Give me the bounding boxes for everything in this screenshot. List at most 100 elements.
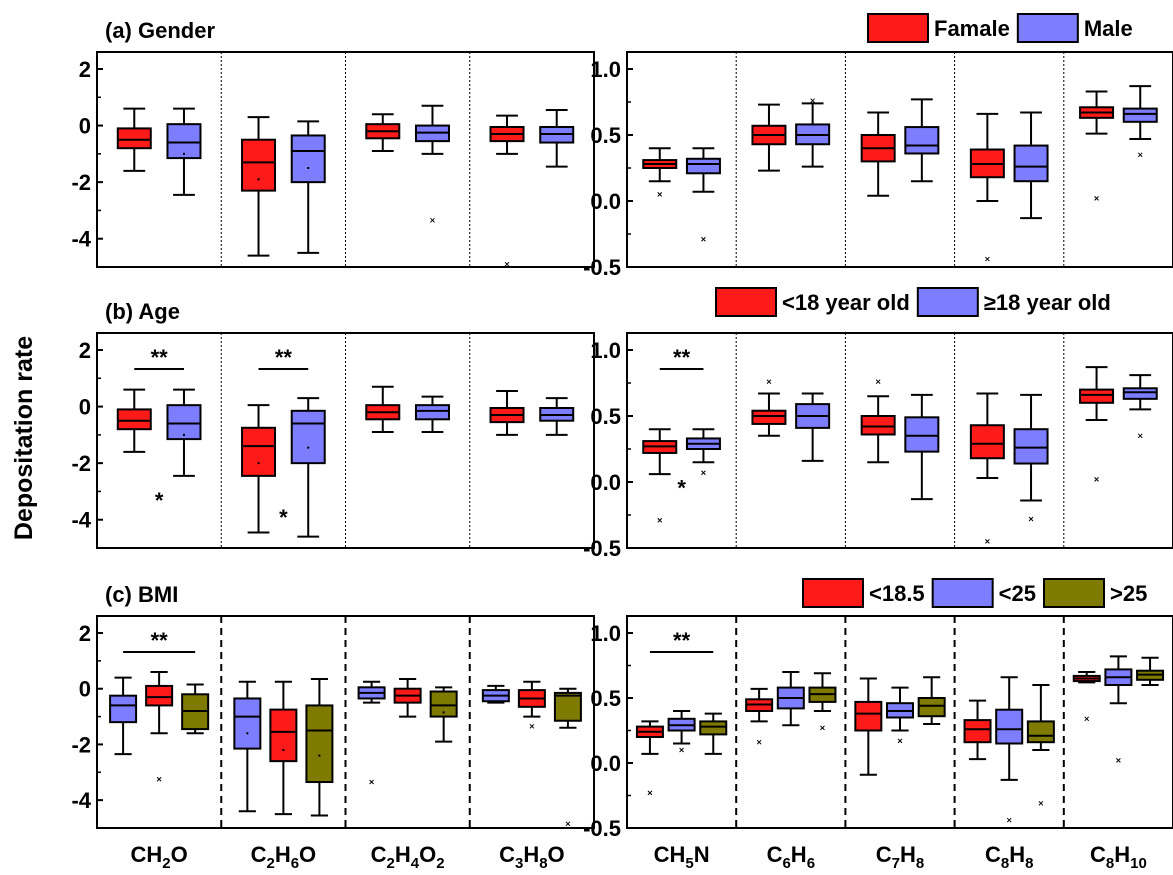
y-tick-label: 0.5 [590, 404, 621, 429]
box-iqr [241, 138, 277, 192]
outlier-mark [1038, 800, 1044, 806]
panel-title: (c) BMI [105, 582, 178, 607]
legend-swatch [715, 287, 777, 317]
y-tick-label: 1.0 [590, 338, 621, 363]
y-tick-label: -4 [71, 788, 91, 813]
box-iqr [166, 123, 202, 160]
significance-label: ** [151, 345, 169, 370]
box-iqr [1013, 144, 1049, 183]
box-iqr [685, 157, 721, 175]
panel-4: 2 0 -2 -4 (c) BMI ** [71, 582, 595, 829]
category-label: C7​H8​ [876, 842, 924, 872]
box-iqr [241, 426, 277, 477]
y-tick-label: 2 [79, 338, 91, 363]
outlier-mark [369, 779, 374, 785]
legend-label: Male [1084, 16, 1133, 41]
y-tick-label: -0.5 [583, 536, 621, 561]
y-tick-label: 0.0 [590, 470, 621, 495]
legend-label: ≥18 year old [984, 290, 1111, 315]
y-tick-label: -4 [71, 227, 91, 252]
significance-star: * [155, 488, 164, 513]
significance-label: ** [275, 345, 293, 370]
box-iqr [290, 134, 326, 184]
outlier-mark [985, 539, 990, 544]
box-mean [307, 446, 310, 449]
box-iqr [699, 720, 728, 736]
legend-label: >25 [1110, 581, 1147, 606]
box-iqr [269, 708, 298, 763]
y-tick-label: 1.0 [590, 57, 621, 82]
box-iqr [414, 404, 450, 421]
y-tick-label: 1.0 [590, 621, 621, 646]
y-tick-label: 0.5 [590, 686, 621, 711]
y-tick-label: -0.5 [583, 816, 621, 841]
outlier-mark [679, 747, 684, 753]
y-tick-label: 0.0 [590, 189, 621, 214]
panel-3: 1.00.50.0-0.5***<18 year old ≥18 year old [583, 287, 1173, 561]
plot-frame [626, 51, 1173, 268]
box-iqr [145, 684, 174, 707]
legend-swatch [1043, 578, 1105, 608]
box-mean [442, 711, 445, 714]
box-iqr [917, 697, 946, 718]
y-tick-label: 0.0 [590, 751, 621, 776]
category-label: C6​H6​ [767, 842, 815, 872]
legend-swatch [916, 287, 979, 317]
outlier-mark [701, 470, 706, 476]
box-iqr [860, 415, 896, 436]
y-tick-label: -2 [71, 170, 91, 195]
plot-frame [626, 615, 1173, 829]
box-iqr [1122, 387, 1158, 400]
y-tick-label: 2 [79, 621, 91, 646]
category-label: C8​H8​ [985, 842, 1033, 872]
category-label: C3​H8​O [499, 842, 565, 872]
box-iqr [1122, 107, 1158, 123]
box-iqr [116, 127, 152, 150]
outlier-mark [1028, 516, 1034, 522]
y-tick-label: 0 [79, 114, 91, 139]
panel-title: (b) Age [105, 299, 180, 324]
box-iqr [904, 416, 940, 453]
box-iqr [1013, 428, 1049, 465]
box-iqr [963, 719, 992, 744]
legend-swatch [802, 578, 864, 608]
significance-star: * [279, 505, 288, 530]
box-mean [318, 754, 321, 757]
y-tick-label: -2 [71, 451, 91, 476]
box-iqr [233, 697, 262, 750]
outlier-mark [820, 725, 825, 731]
significance-star: * [677, 475, 686, 500]
outlier-mark [897, 738, 903, 744]
legend-label: <18 year old [782, 290, 910, 315]
outlier-mark [756, 739, 762, 745]
outlier-mark [504, 261, 510, 267]
box-iqr [1079, 388, 1115, 404]
box-iqr [904, 126, 940, 155]
box-iqr [290, 409, 326, 465]
box-mean [282, 749, 285, 751]
category-label: C2​H4​O2​ [371, 842, 445, 872]
box-iqr [1026, 720, 1055, 744]
legend-swatch [867, 13, 929, 43]
outlier-mark [657, 192, 663, 197]
outlier-mark [766, 379, 772, 385]
legend-label: Famale [934, 16, 1010, 41]
outlier-mark [1006, 817, 1012, 823]
box-iqr [553, 691, 582, 722]
y-tick-label: 0 [79, 395, 91, 420]
legend-swatch [931, 578, 994, 608]
box-iqr [305, 704, 334, 784]
panel-2: 20-2-4(b) Age** **** [71, 299, 595, 549]
outlier-mark [985, 256, 990, 262]
legend-swatch [1016, 13, 1079, 43]
box-iqr [995, 708, 1024, 745]
category-label: C8​H10​ [1090, 842, 1147, 872]
category-label: C2​H6​O [251, 842, 317, 872]
y-axis-label: Depositation rate [10, 336, 38, 540]
y-tick-label: 0 [79, 677, 91, 702]
panel-title: (a) Gender [105, 18, 215, 43]
box-iqr [854, 700, 883, 732]
box-mean [246, 732, 249, 735]
box-mean [182, 152, 185, 155]
